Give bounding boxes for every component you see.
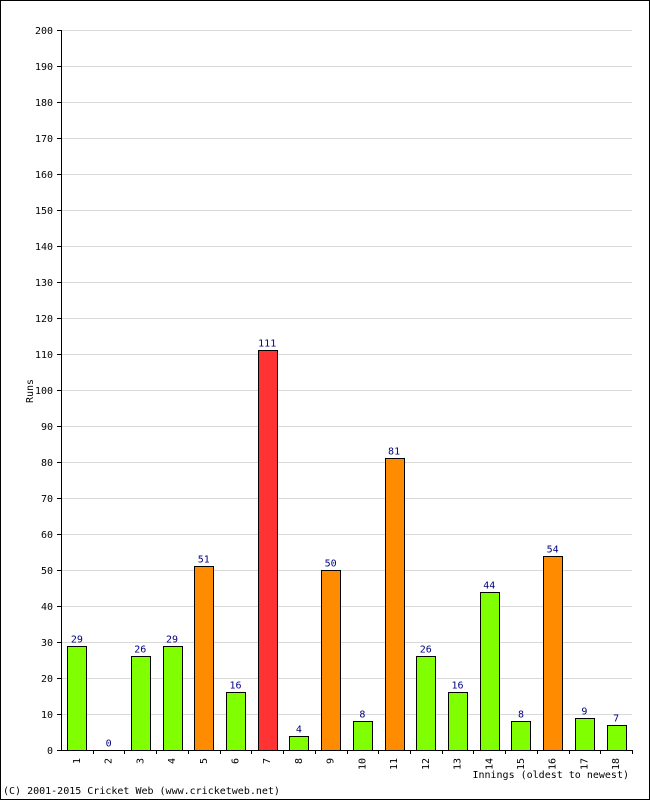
x-tick-label: 8 (294, 758, 305, 764)
data-label: 54 (547, 545, 559, 556)
bar-innings-10 (353, 721, 373, 751)
data-label: 26 (134, 645, 146, 656)
data-label: 111 (258, 339, 276, 350)
bar-innings-14 (480, 592, 500, 751)
y-axis-title: Runs (25, 379, 36, 403)
y-tick-label: 130 (35, 278, 53, 289)
bar-innings-18 (607, 725, 627, 751)
x-tick-label: 16 (548, 758, 559, 770)
x-tick-label: 2 (104, 758, 115, 764)
x-tick-label: 13 (453, 758, 464, 770)
data-label: 26 (420, 645, 432, 656)
bar-innings-12 (416, 656, 436, 751)
x-tick-label: 18 (611, 758, 622, 770)
y-tick-label: 50 (41, 566, 53, 577)
y-tick-label: 80 (41, 458, 53, 469)
y-tick-label: 0 (47, 746, 53, 757)
gridlines (61, 30, 632, 715)
copyright-footer: (C) 2001-2015 Cricket Web (www.cricketwe… (3, 786, 280, 797)
y-tick-label: 140 (35, 242, 53, 253)
bar-innings-13 (448, 692, 468, 751)
bar-innings-17 (575, 718, 595, 751)
x-tick-label: 6 (230, 758, 241, 764)
x-tick-label: 3 (135, 758, 146, 764)
data-label: 50 (325, 559, 337, 570)
y-tick-label: 190 (35, 62, 53, 73)
data-label: 8 (359, 710, 365, 721)
y-tick-label: 70 (41, 494, 53, 505)
data-label: 29 (166, 635, 178, 646)
data-label: 8 (518, 710, 524, 721)
data-label: 0 (106, 739, 112, 750)
y-tick-label: 110 (35, 350, 53, 361)
x-tick-label: 7 (262, 758, 273, 764)
x-tick-label: 4 (167, 758, 178, 764)
x-tick-label: 5 (199, 758, 210, 764)
x-tick-label: 9 (326, 758, 337, 764)
bars (67, 350, 627, 751)
x-tick-label: 14 (484, 758, 495, 770)
y-tick-label: 10 (41, 710, 53, 721)
bar-innings-4 (163, 646, 183, 751)
y-tick-label: 30 (41, 638, 53, 649)
data-label: 9 (581, 707, 587, 718)
bar-innings-9 (321, 570, 341, 751)
bar-innings-16 (543, 556, 563, 751)
y-tick-label: 90 (41, 422, 53, 433)
y-tick-label: 170 (35, 134, 53, 145)
x-tick-label: 15 (516, 758, 527, 770)
bar-innings-7 (258, 350, 278, 751)
data-label: 51 (198, 555, 210, 566)
y-tick-label: 180 (35, 98, 53, 109)
data-label: 4 (296, 725, 302, 736)
x-axis-title: Innings (oldest to newest) (472, 770, 629, 781)
bar-innings-5 (194, 566, 214, 751)
y-tick-label: 100 (35, 386, 53, 397)
data-label: 44 (483, 581, 495, 592)
bar-innings-6 (226, 692, 246, 751)
bar-innings-11 (385, 458, 405, 751)
x-tick-label: 10 (357, 758, 368, 770)
y-tick-label: 20 (41, 674, 53, 685)
y-tick-label: 60 (41, 530, 53, 541)
x-tick-label: 1 (72, 758, 83, 764)
y-tick-label: 40 (41, 602, 53, 613)
x-tick-label: 11 (389, 758, 400, 770)
y-tick-label: 150 (35, 206, 53, 217)
y-tick-label: 120 (35, 314, 53, 325)
bar-innings-1 (67, 646, 87, 751)
y-tick-label: 160 (35, 170, 53, 181)
data-label: 29 (71, 635, 83, 646)
data-label: 16 (452, 681, 464, 692)
bar-innings-3 (131, 656, 151, 751)
bar-innings-8 (289, 736, 309, 751)
bar-innings-15 (511, 721, 531, 751)
data-label: 7 (613, 714, 619, 725)
x-tick-label: 12 (421, 758, 432, 770)
data-labels: 29 0 26 29 51 16 111 4 50 8 81 26 16 44 8 54 9 7 (71, 339, 619, 750)
y-axis-ticks: 0 10 20 30 40 50 60 70 80 90 100 110 120 130 140 150 160… (35, 26, 61, 757)
x-tick-label: 17 (579, 758, 590, 770)
y-tick-label: 200 (35, 26, 53, 37)
data-label: 16 (229, 681, 241, 692)
x-axis-ticks: 1 2 3 4 5 6 7 8 9 10 11 12 13 14 15 16 17 18 (72, 750, 633, 770)
data-label: 81 (388, 447, 400, 458)
